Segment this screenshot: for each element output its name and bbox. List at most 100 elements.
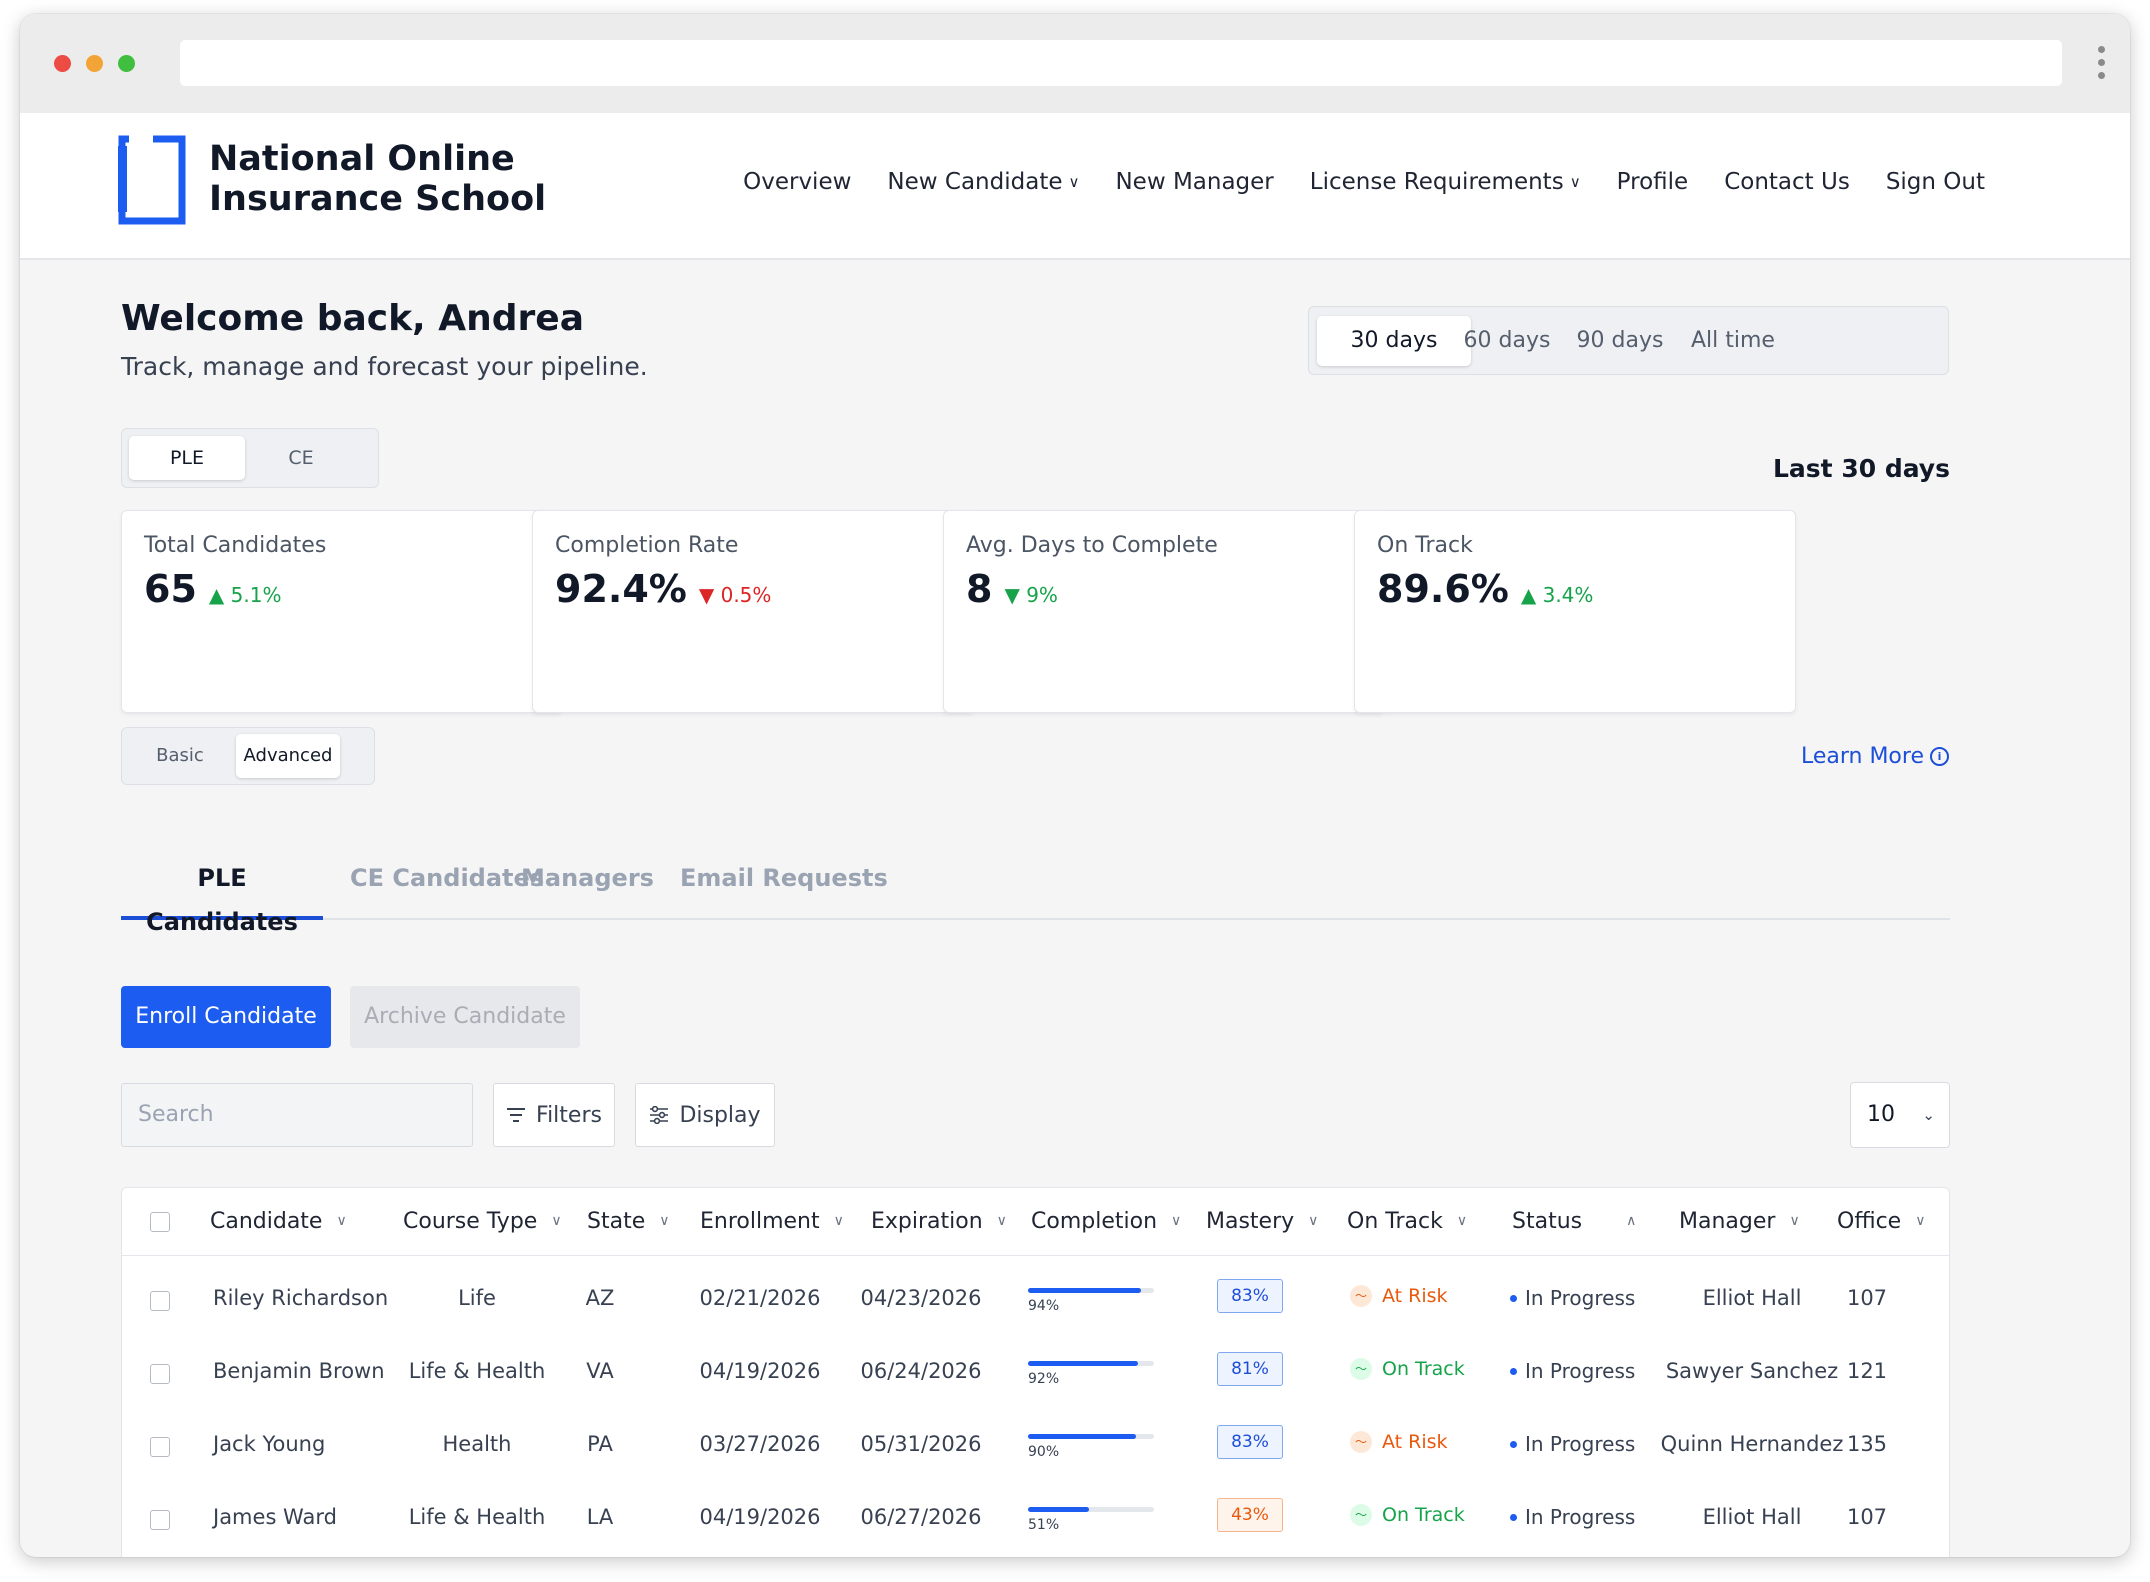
state: VA [586,1359,614,1383]
view-option-basic[interactable]: Basic [156,745,204,766]
learn-more-label: Learn More [1800,744,1924,769]
tab-ple-candidates[interactable]: PLE Candidates [121,856,323,936]
column-header-candidate[interactable]: Candidate ∨ [210,1188,347,1255]
column-header-label: Manager [1679,1209,1776,1234]
table-row[interactable]: Riley Richardson Life AZ 02/21/2026 04/23/20… [122,1257,1949,1330]
row-checkbox[interactable] [150,1510,170,1530]
nav-item-sign-out[interactable]: Sign Out [1886,169,1985,195]
nav-item-license-requirements[interactable]: License Requirements ∨ [1310,169,1581,195]
range-option-all-time[interactable]: All time [1691,328,1775,353]
stat-label: Completion Rate [555,533,739,558]
candidates-table: Candidate ∨ Course Type ∨ State ∨ Enrollment ∨ E… [121,1187,1950,1557]
nav-item-contact-us[interactable]: Contact Us [1724,169,1850,195]
chevron-down-icon: ∨ [1308,1213,1319,1229]
logo-icon [118,135,186,225]
stat-label: On Track [1377,533,1473,558]
column-header-status[interactable]: Status ∧ [1512,1188,1636,1255]
completion-bar-fill [1028,1507,1090,1512]
status-label: In Progress [1525,1505,1636,1529]
program-option-ple[interactable]: PLE [129,436,245,480]
column-header-on-track[interactable]: On Track ∨ [1347,1188,1467,1255]
completion-bar-fill [1028,1361,1139,1366]
range-option-30-days[interactable]: 30 days [1317,316,1471,366]
column-header-course-type[interactable]: Course Type ∨ [403,1188,562,1255]
minimize-window-button[interactable] [86,55,103,72]
completion-percent: 90% [1028,1444,1060,1460]
state: LA [586,1505,614,1529]
stat-value-row: 89.6% ▲ 3.4% [1377,567,1593,611]
stat-value-row: 65 ▲ 5.1% [144,567,281,611]
column-header-mastery[interactable]: Mastery ∨ [1206,1188,1318,1255]
table-row[interactable]: James Ward Life & Health LA 04/19/2026 06/27… [122,1476,1949,1549]
view-option-advanced[interactable]: Advanced [236,734,340,778]
completion-percent: 51% [1028,1517,1060,1533]
nav-item-overview[interactable]: Overview [743,169,851,195]
candidate-name: James Ward [213,1505,337,1529]
select-all-checkbox[interactable] [150,1212,170,1232]
stat-label: Avg. Days to Complete [966,533,1218,558]
close-window-button[interactable] [54,55,71,72]
stat-delta: ▲ 3.4% [1521,583,1594,607]
expiration-date: 05/31/2026 [860,1432,982,1456]
nav-item-new-manager[interactable]: New Manager [1115,169,1273,195]
learn-more-link[interactable]: Learn More i [1801,744,1949,769]
arrow-down-icon: ▼ [698,583,721,607]
browser-chrome [20,14,2130,113]
tab-email-requests[interactable]: Email Requests [680,864,888,892]
chevron-down-icon: ∨ [1569,173,1581,191]
status-label: In Progress [1525,1286,1636,1310]
nav-item-new-candidate[interactable]: New Candidate ∨ [887,169,1079,195]
completion-bar [1028,1434,1154,1439]
column-header-label: On Track [1347,1209,1443,1234]
tab-ce-candidates[interactable]: CE Candidates [350,864,545,892]
nav-item-label: New Candidate [887,169,1063,195]
stat-card-completion-rate: Completion Rate 92.4% ▼ 0.5% [532,510,974,713]
enroll-candidate-button[interactable]: Enroll Candidate [121,986,331,1048]
stat-delta-value: 3.4% [1542,583,1594,607]
program-selector: PLE CE [121,428,379,488]
brand-name[interactable]: National Online Insurance School [209,139,546,219]
status-label: In Progress [1525,1359,1636,1383]
column-header-completion[interactable]: Completion ∨ [1031,1188,1181,1255]
chevron-down-icon: ∨ [996,1213,1007,1229]
filters-label: Filters [536,1102,602,1128]
row-checkbox[interactable] [150,1437,170,1457]
column-header-expiration[interactable]: Expiration ∨ [871,1188,1007,1255]
view-mode-selector: Basic Advanced [121,727,375,785]
stat-delta-value: 9% [1026,583,1058,607]
column-header-enrollment[interactable]: Enrollment ∨ [700,1188,844,1255]
display-button[interactable]: Display [635,1083,775,1147]
table-row[interactable]: Jack Young Health PA 03/27/2026 05/31/2026 90… [122,1403,1949,1476]
stat-value: 8 [966,567,993,611]
table-row[interactable]: Benjamin Brown Life & Health VA 04/19/2026 0… [122,1330,1949,1403]
browser-menu-icon[interactable] [2098,46,2106,79]
filters-button[interactable]: Filters [493,1083,615,1147]
range-option-90-days[interactable]: 90 days [1576,328,1664,353]
on-track-label: At Risk [1382,1285,1448,1307]
row-checkbox[interactable] [150,1364,170,1384]
chevron-down-icon: ∨ [1789,1213,1800,1229]
stat-card-total-candidates: Total Candidates 65 ▲ 5.1% [121,510,563,713]
course-type: Life & Health [408,1359,546,1383]
row-checkbox[interactable] [150,1291,170,1311]
range-option-60-days[interactable]: 60 days [1463,328,1551,353]
program-option-ce[interactable]: CE [288,447,314,469]
completion-bar-fill [1028,1434,1136,1439]
column-header-label: Expiration [871,1209,983,1234]
column-header-office[interactable]: Office ∨ [1837,1188,1925,1255]
tab-managers[interactable]: Managers [521,864,654,892]
enrollment-date: 04/19/2026 [699,1505,821,1529]
column-header-manager[interactable]: Manager ∨ [1679,1188,1800,1255]
column-header-state[interactable]: State ∨ [587,1188,669,1255]
brand-name-line2: Insurance School [209,179,547,219]
manager-name: Sawyer Sanchez [1665,1359,1839,1383]
search-input[interactable]: Search [121,1083,473,1147]
address-bar[interactable] [180,40,2062,86]
stat-delta: ▼ 0.5% [699,583,772,607]
nav-item-profile[interactable]: Profile [1617,169,1689,195]
page-size-select[interactable]: 10 ⌄ [1850,1082,1950,1148]
status-badge: In Progress [1510,1286,1635,1310]
maximize-window-button[interactable] [118,55,135,72]
stat-delta-value: 0.5% [720,583,772,607]
candidate-tabs: PLE Candidates CE Candidates Managers Email… [121,856,1950,936]
